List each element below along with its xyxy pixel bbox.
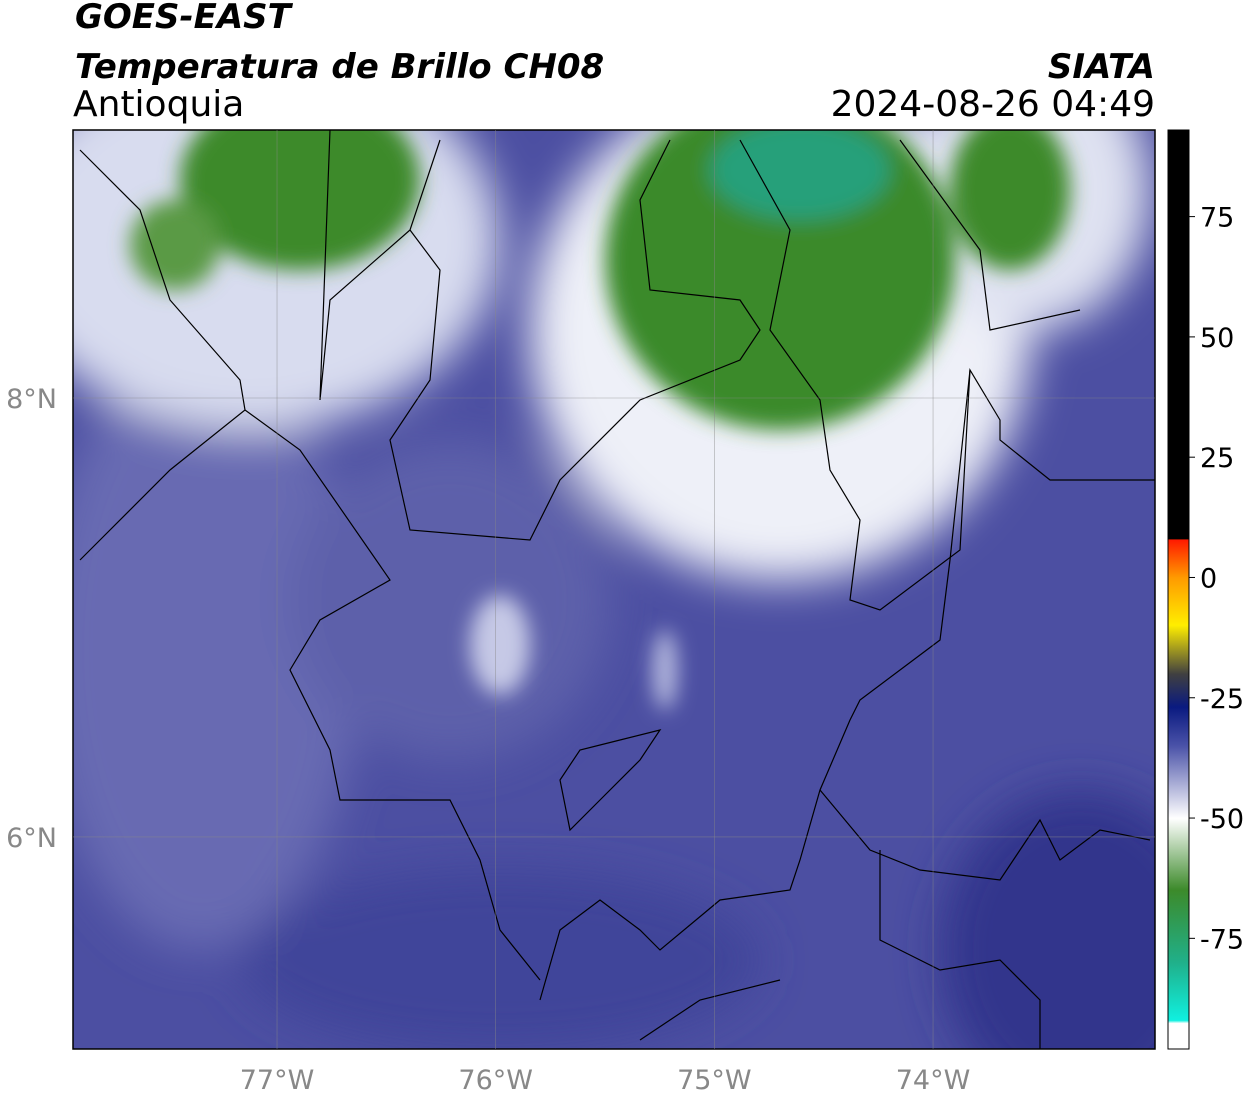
lon-tick-label: 76°W <box>458 1065 533 1096</box>
subtitle: Temperatura de Brillo CH08 <box>75 47 604 87</box>
title: GOES-EAST <box>75 0 294 37</box>
colorbar-tick-label: 50 <box>1200 323 1234 354</box>
lon-tick-label: 77°W <box>240 1065 315 1096</box>
datetime: 2024-08-26 04:49 <box>831 84 1155 125</box>
lon-tick-label: 75°W <box>677 1065 752 1096</box>
colorbar <box>1167 129 1190 1050</box>
colorbar-tick-label: 75 <box>1200 203 1234 234</box>
map-frame <box>72 129 1156 1050</box>
lat-tick-label: 8°N <box>6 384 57 415</box>
lon-tick-label: 74°W <box>896 1065 971 1096</box>
source: SIATA <box>1048 47 1155 87</box>
map-image <box>73 130 1155 1049</box>
colorbar-tick-label: -25 <box>1200 684 1244 715</box>
colorbar-tick-label: -50 <box>1200 804 1244 835</box>
colorbar-tick-label: 25 <box>1200 443 1234 474</box>
colorbar-tick-label: -75 <box>1200 924 1244 955</box>
borders <box>79 130 1155 1049</box>
lat-tick-label: 6°N <box>6 823 57 854</box>
colorbar-tick-label: 0 <box>1200 563 1217 594</box>
region: Antioquia <box>73 84 244 125</box>
